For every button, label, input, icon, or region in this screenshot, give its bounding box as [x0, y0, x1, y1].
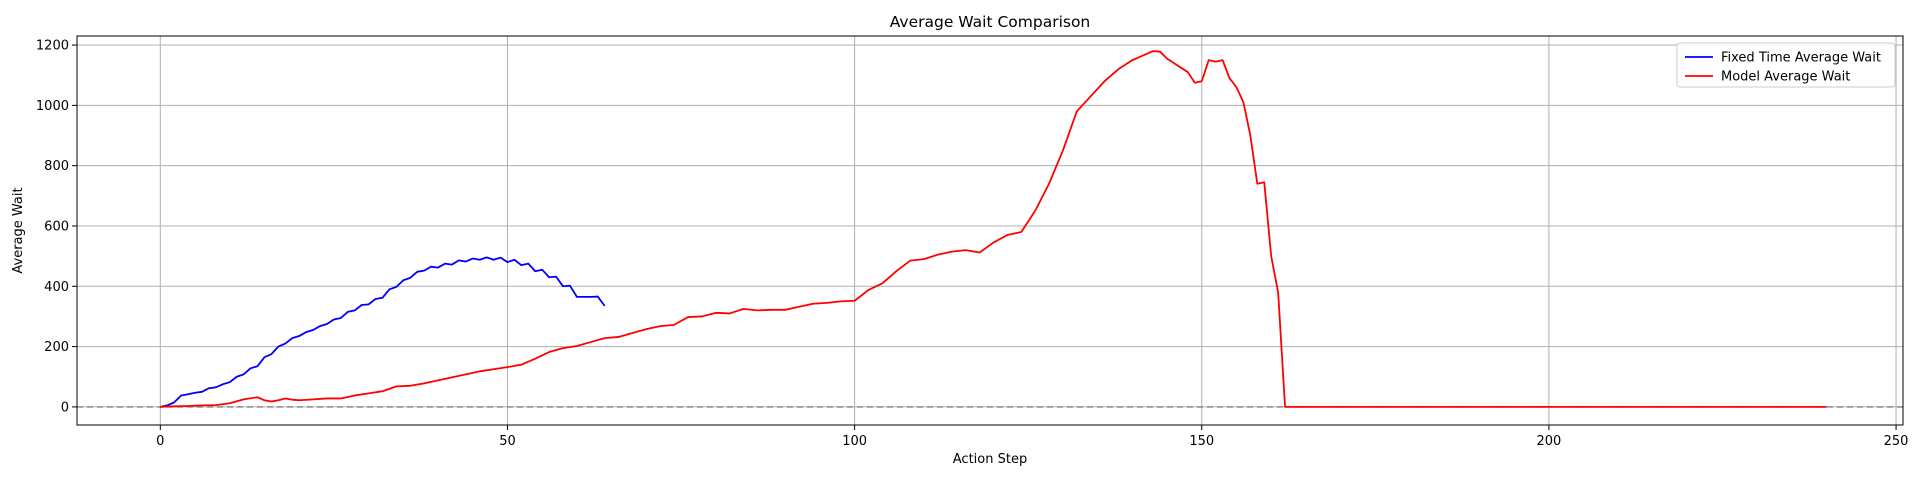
x-tick-label: 150 [1189, 434, 1214, 449]
axis-ticks: 0 50 100 150 200 250 0 200 400 600 800 1000 1200 [36, 39, 1909, 449]
chart-title: Average Wait Comparison [890, 13, 1091, 31]
y-tick-label: 1000 [36, 99, 69, 114]
x-tick-label: 100 [842, 434, 867, 449]
fixed-time-average-wait-line [160, 256, 606, 408]
y-tick-label: 600 [44, 219, 69, 234]
plot-frame [76, 35, 1904, 426]
y-tick-label: 200 [44, 340, 69, 355]
x-tick-label: 50 [499, 434, 516, 449]
x-tick-label: 0 [156, 434, 164, 449]
x-axis-label: Action Step [953, 452, 1027, 467]
y-tick-label: 800 [44, 159, 69, 174]
legend: Fixed Time Average Wait Model Average Wa… [1676, 42, 1896, 88]
x-tick-label: 250 [1884, 434, 1909, 449]
series-layer [160, 50, 1827, 408]
y-tick-label: 400 [44, 280, 69, 295]
legend-label-model: Model Average Wait [1721, 70, 1850, 85]
y-tick-label: 0 [61, 400, 69, 415]
model-average-wait-line [160, 50, 1827, 408]
y-axis-label: Average Wait [11, 187, 26, 273]
x-tick-label: 200 [1536, 434, 1561, 449]
grid-lines [77, 36, 1903, 425]
legend-box [1676, 42, 1896, 88]
legend-label-fixed-time: Fixed Time Average Wait [1721, 51, 1881, 66]
y-tick-label: 1200 [36, 39, 69, 54]
